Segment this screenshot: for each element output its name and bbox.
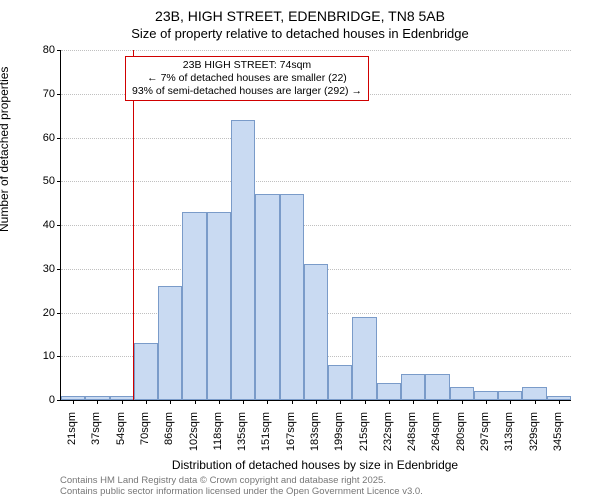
bar bbox=[231, 120, 255, 400]
ytick-mark bbox=[57, 400, 61, 401]
xtick-mark bbox=[122, 400, 123, 404]
bar bbox=[255, 194, 279, 400]
gridline bbox=[61, 225, 571, 226]
annotation-line: 93% of semi-detached houses are larger (… bbox=[132, 85, 362, 98]
xtick-label: 313sqm bbox=[503, 412, 515, 472]
bar bbox=[158, 286, 182, 400]
bar bbox=[182, 212, 206, 400]
xtick-mark bbox=[559, 400, 560, 404]
xtick-label: 37sqm bbox=[90, 412, 102, 472]
xtick-label: 215sqm bbox=[358, 412, 370, 472]
ytick-label: 70 bbox=[25, 88, 55, 100]
xtick-mark bbox=[170, 400, 171, 404]
ytick-label: 60 bbox=[25, 132, 55, 144]
plot-area: 23B HIGH STREET: 74sqm← 7% of detached h… bbox=[60, 50, 571, 401]
attribution-line1: Contains HM Land Registry data © Crown c… bbox=[60, 475, 423, 486]
marker-line bbox=[133, 50, 134, 400]
ytick-label: 20 bbox=[25, 307, 55, 319]
xtick-mark bbox=[389, 400, 390, 404]
xtick-label: 102sqm bbox=[188, 412, 200, 472]
bar bbox=[522, 387, 546, 400]
gridline bbox=[61, 138, 571, 139]
ytick-label: 0 bbox=[25, 394, 55, 406]
bar bbox=[450, 387, 474, 400]
xtick-label: 21sqm bbox=[66, 412, 78, 472]
xtick-mark bbox=[413, 400, 414, 404]
ytick-label: 80 bbox=[25, 44, 55, 56]
xtick-label: 232sqm bbox=[382, 412, 394, 472]
xtick-label: 345sqm bbox=[552, 412, 564, 472]
xtick-mark bbox=[219, 400, 220, 404]
xtick-label: 297sqm bbox=[479, 412, 491, 472]
attribution: Contains HM Land Registry data © Crown c… bbox=[60, 475, 423, 498]
xtick-label: 86sqm bbox=[163, 412, 175, 472]
xtick-label: 199sqm bbox=[333, 412, 345, 472]
xtick-mark bbox=[486, 400, 487, 404]
xtick-label: 183sqm bbox=[309, 412, 321, 472]
bar bbox=[352, 317, 376, 400]
ytick-mark bbox=[57, 138, 61, 139]
bar bbox=[280, 194, 304, 400]
xtick-label: 264sqm bbox=[430, 412, 442, 472]
xtick-label: 54sqm bbox=[115, 412, 127, 472]
bar bbox=[474, 391, 498, 400]
ytick-mark bbox=[57, 269, 61, 270]
xtick-mark bbox=[510, 400, 511, 404]
xtick-label: 248sqm bbox=[406, 412, 418, 472]
annotation-box: 23B HIGH STREET: 74sqm← 7% of detached h… bbox=[125, 56, 369, 101]
y-axis-label: Number of detached properties bbox=[0, 67, 11, 232]
xtick-mark bbox=[535, 400, 536, 404]
xtick-label: 135sqm bbox=[236, 412, 248, 472]
annotation-line: 23B HIGH STREET: 74sqm bbox=[132, 59, 362, 72]
ytick-label: 50 bbox=[25, 175, 55, 187]
ytick-mark bbox=[57, 50, 61, 51]
xtick-label: 70sqm bbox=[139, 412, 151, 472]
xtick-mark bbox=[195, 400, 196, 404]
xtick-mark bbox=[316, 400, 317, 404]
xtick-mark bbox=[340, 400, 341, 404]
xtick-mark bbox=[73, 400, 74, 404]
chart-subtitle: Size of property relative to detached ho… bbox=[0, 26, 600, 41]
xtick-mark bbox=[365, 400, 366, 404]
ytick-mark bbox=[57, 94, 61, 95]
xtick-mark bbox=[267, 400, 268, 404]
gridline bbox=[61, 181, 571, 182]
bar bbox=[134, 343, 158, 400]
ytick-mark bbox=[57, 181, 61, 182]
bar bbox=[207, 212, 231, 400]
xtick-label: 118sqm bbox=[212, 412, 224, 472]
xtick-mark bbox=[146, 400, 147, 404]
bar bbox=[401, 374, 425, 400]
ytick-label: 30 bbox=[25, 263, 55, 275]
xtick-mark bbox=[243, 400, 244, 404]
attribution-line2: Contains public sector information licen… bbox=[60, 486, 423, 497]
ytick-label: 10 bbox=[25, 350, 55, 362]
annotation-line: ← 7% of detached houses are smaller (22) bbox=[132, 72, 362, 85]
xtick-mark bbox=[97, 400, 98, 404]
gridline bbox=[61, 50, 571, 51]
xtick-mark bbox=[292, 400, 293, 404]
bar bbox=[498, 391, 522, 400]
ytick-mark bbox=[57, 313, 61, 314]
ytick-label: 40 bbox=[25, 219, 55, 231]
bar bbox=[328, 365, 352, 400]
ytick-mark bbox=[57, 356, 61, 357]
xtick-label: 280sqm bbox=[455, 412, 467, 472]
chart-title: 23B, HIGH STREET, EDENBRIDGE, TN8 5AB bbox=[0, 8, 600, 24]
bar bbox=[425, 374, 449, 400]
xtick-mark bbox=[437, 400, 438, 404]
bar bbox=[304, 264, 328, 400]
ytick-mark bbox=[57, 225, 61, 226]
xtick-label: 329sqm bbox=[528, 412, 540, 472]
xtick-mark bbox=[462, 400, 463, 404]
bar bbox=[377, 383, 401, 401]
xtick-label: 167sqm bbox=[285, 412, 297, 472]
xtick-label: 151sqm bbox=[260, 412, 272, 472]
